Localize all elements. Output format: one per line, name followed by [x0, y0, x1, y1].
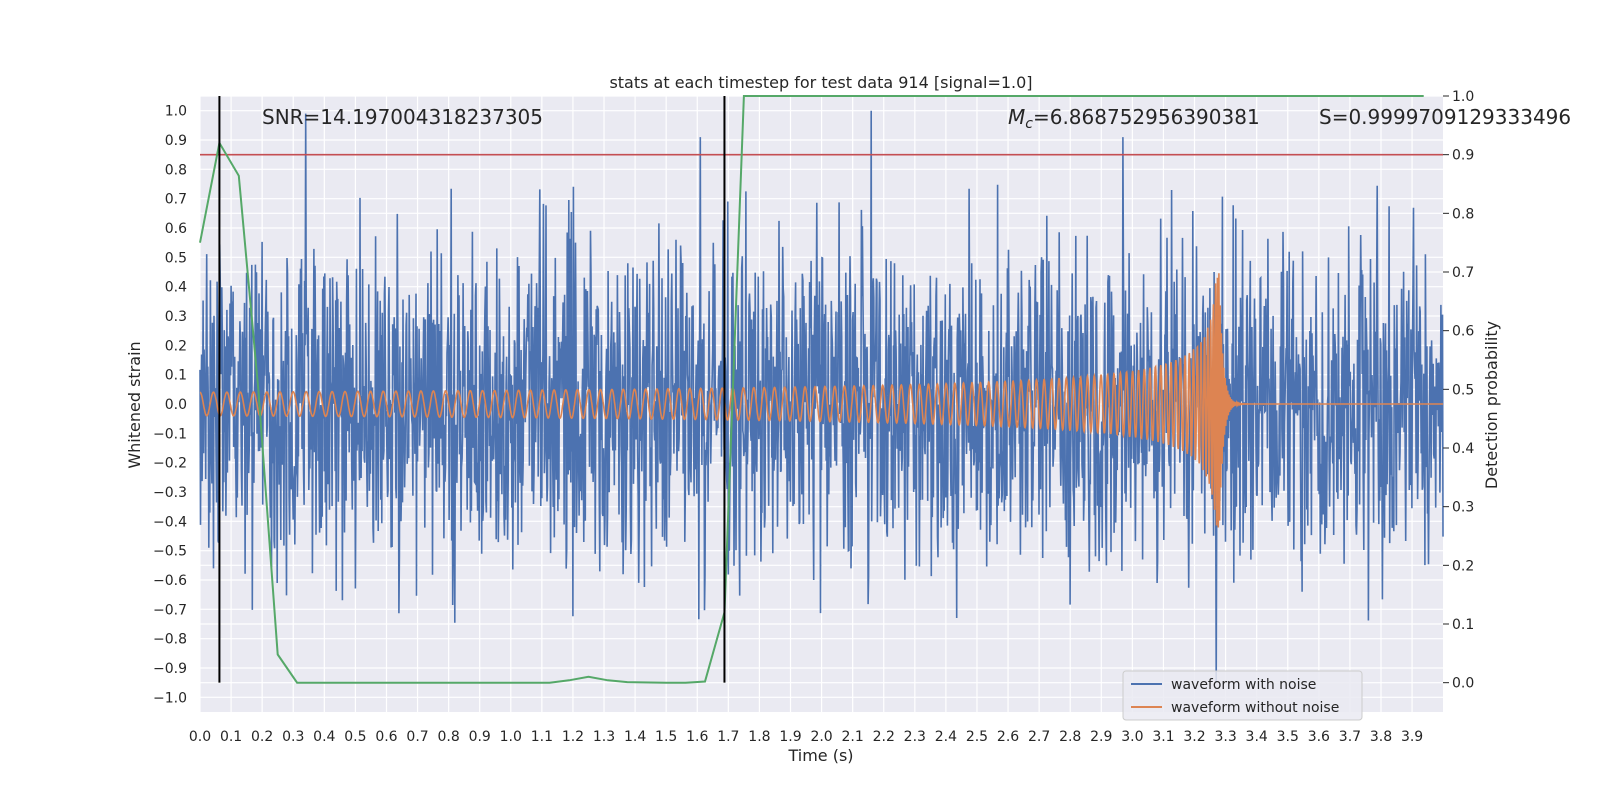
legend-label-clean: waveform without noise [1171, 700, 1339, 716]
y-left-tick-label: 0.2 [165, 338, 187, 354]
x-tick-label: 1.7 [717, 729, 739, 745]
x-tick-label: 3.1 [1152, 729, 1174, 745]
y-left-tick-label: 0.7 [165, 192, 187, 208]
chirp-mass-annotation: Mc=6.868752956390381 [1008, 105, 1260, 132]
y-left-tick-label: −0.9 [153, 661, 187, 677]
x-tick-label: 1.1 [531, 729, 553, 745]
x-tick-label: 0.2 [251, 729, 273, 745]
y-axis-right-label: Detection probability [1482, 321, 1501, 489]
y-axis-left: 1.0 0.9 0.8 0.7 0.6 0.5 0.4 0.3 0.2 0.1 0.0 −0.1 −0.… [153, 104, 187, 707]
x-tick-label: 0.4 [313, 729, 335, 745]
y-left-tick-label: −0.4 [153, 514, 187, 530]
legend-label-noise: waveform with noise [1171, 677, 1316, 693]
x-tick-label: 2.8 [1059, 729, 1081, 745]
y-right-tick-label: 0.7 [1452, 265, 1474, 281]
y-right-tick-label: 0.2 [1452, 558, 1474, 574]
x-tick-label: 1.0 [500, 729, 522, 745]
x-tick-label: 0.9 [469, 729, 491, 745]
x-tick-label: 3.6 [1308, 729, 1330, 745]
chirp-mass-subscript: c [1025, 116, 1033, 132]
y-left-tick-label: −1.0 [153, 690, 187, 706]
s-annotation: S=0.9999709129333496 [1319, 105, 1571, 129]
x-tick-label: 2.4 [935, 729, 957, 745]
chart-title: stats at each timestep for test data 914… [609, 73, 1032, 92]
y-right-tick-label: 0.6 [1452, 324, 1474, 340]
y-right-tick-label: 1.0 [1452, 89, 1474, 105]
y-left-tick-label: −0.1 [153, 426, 187, 442]
x-tick-label: 1.3 [593, 729, 615, 745]
x-tick-label: 2.6 [997, 729, 1019, 745]
y-left-tick-label: 0.1 [165, 368, 187, 384]
x-tick-label: 0.3 [282, 729, 304, 745]
y-left-tick-label: 0.5 [165, 250, 187, 266]
x-tick-label: 2.9 [1090, 729, 1112, 745]
x-tick-label: 1.4 [624, 729, 646, 745]
y-left-tick-label: −0.3 [153, 485, 187, 501]
x-tick-label: 3.0 [1121, 729, 1143, 745]
x-tick-label: 0.0 [189, 729, 211, 745]
x-tick-label: 3.8 [1370, 729, 1392, 745]
chirp-mass-value: =6.868752956390381 [1033, 105, 1260, 129]
x-tick-label: 0.5 [344, 729, 366, 745]
y-right-tick-label: 0.4 [1452, 441, 1474, 457]
x-tick-label: 2.0 [810, 729, 832, 745]
x-axis: 0.0 0.1 0.2 0.3 0.4 0.5 0.6 0.7 0.8 0.9 1.0 1.1 1.2 1… [189, 729, 1423, 745]
y-left-tick-label: −0.6 [153, 573, 187, 589]
y-left-tick-label: −0.2 [153, 456, 187, 472]
y-left-tick-label: 0.4 [165, 280, 187, 296]
series-clean-line [199, 273, 1443, 528]
x-tick-label: 3.2 [1183, 729, 1205, 745]
x-tick-label: 3.7 [1339, 729, 1361, 745]
x-tick-label: 0.6 [375, 729, 397, 745]
x-tick-label: 3.3 [1214, 729, 1236, 745]
y-left-tick-label: 0.8 [165, 162, 187, 178]
x-tick-label: 1.6 [686, 729, 708, 745]
x-tick-label: 3.4 [1246, 729, 1268, 745]
x-tick-label: 3.9 [1401, 729, 1423, 745]
y-right-tick-label: 0.9 [1452, 148, 1474, 164]
y-left-tick-label: 0.6 [165, 221, 187, 237]
legend-box [1122, 670, 1363, 721]
y-left-tick-label: 1.0 [165, 104, 187, 120]
y-right-tick-label: 0.8 [1452, 206, 1474, 222]
y-right-tick-label: 0.5 [1452, 382, 1474, 398]
x-tick-label: 0.1 [220, 729, 242, 745]
x-axis-label: Time (s) [787, 746, 853, 765]
series-probability-line [199, 95, 1424, 684]
y-axis-left-label: Whitened strain [125, 341, 144, 468]
x-tick-label: 2.1 [842, 729, 864, 745]
snr-annotation: SNR=14.197004318237305 [262, 105, 543, 129]
x-tick-label: 2.7 [1028, 729, 1050, 745]
x-tick-label: 1.5 [655, 729, 677, 745]
y-right-tick-label: 0.3 [1452, 500, 1474, 516]
legend: waveform with noise waveform without noi… [1122, 670, 1363, 721]
y-left-tick-label: −0.5 [153, 544, 187, 560]
y-left-tick-label: 0.9 [165, 133, 187, 149]
x-tick-label: 1.2 [562, 729, 584, 745]
series-noise-line [199, 110, 1444, 683]
x-tick-label: 2.2 [873, 729, 895, 745]
y-left-tick-label: −0.8 [153, 632, 187, 648]
y-left-tick-label: 0.0 [165, 397, 187, 413]
y-right-tick-label: 0.0 [1452, 676, 1474, 692]
x-tick-label: 2.3 [904, 729, 926, 745]
y-left-tick-label: −0.7 [153, 602, 187, 618]
chirp-mass-symbol: M [1008, 105, 1025, 129]
x-tick-label: 1.9 [779, 729, 801, 745]
y-axis-right: 1.0 0.9 0.8 0.7 0.6 0.5 0.4 0.3 0.2 0.1 0.0 [1443, 89, 1474, 692]
plot-area [199, 95, 1444, 684]
x-tick-label: 3.5 [1277, 729, 1299, 745]
y-left-tick-label: 0.3 [165, 309, 187, 325]
x-tick-label: 0.7 [406, 729, 428, 745]
x-tick-label: 1.8 [748, 729, 770, 745]
x-tick-label: 0.8 [437, 729, 459, 745]
x-tick-label: 2.5 [966, 729, 988, 745]
y-right-tick-label: 0.1 [1452, 617, 1474, 633]
